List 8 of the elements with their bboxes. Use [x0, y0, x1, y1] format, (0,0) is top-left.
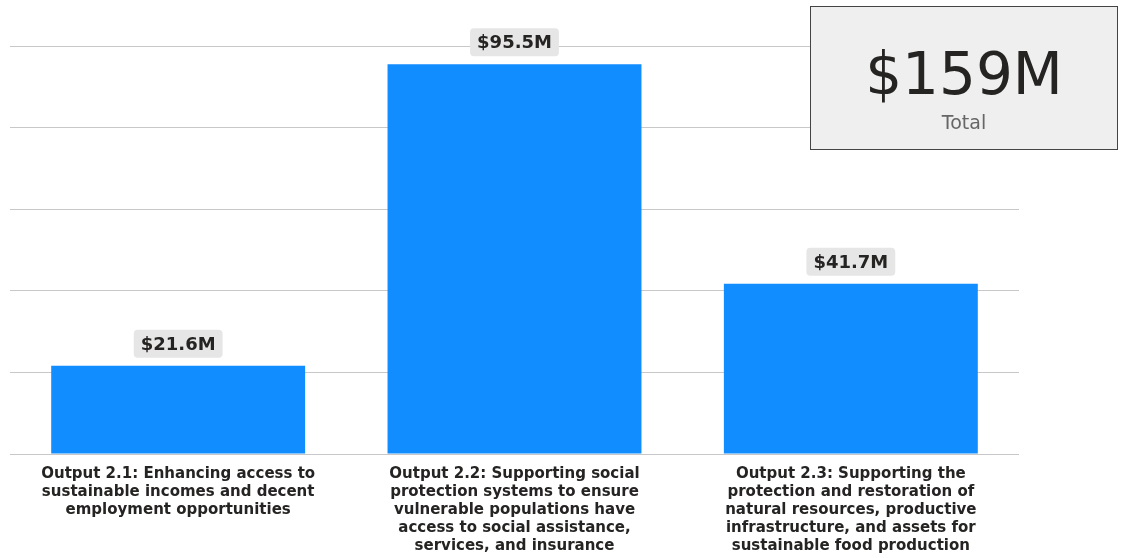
data-label: $95.5M	[477, 31, 552, 53]
data-label: $21.6M	[140, 332, 216, 354]
data-label: $41.7M	[813, 250, 889, 272]
text: $159M	[864, 39, 1064, 109]
text: Total	[940, 111, 988, 133]
x-tick-label: Output 2.3: Supporting the protection and restoration of natural resources, productive infrastructure, and assets for sustainable food production	[725, 463, 977, 554]
x-tick-label: Output 2.1: Enhancing access to sustainable incomes and decent employment opportunities	[41, 463, 316, 518]
x-tick-label: Output 2.2: Supporting social protection systems to ensure vulnerable populations have access to social assistance, services, and insurance	[389, 463, 640, 554]
